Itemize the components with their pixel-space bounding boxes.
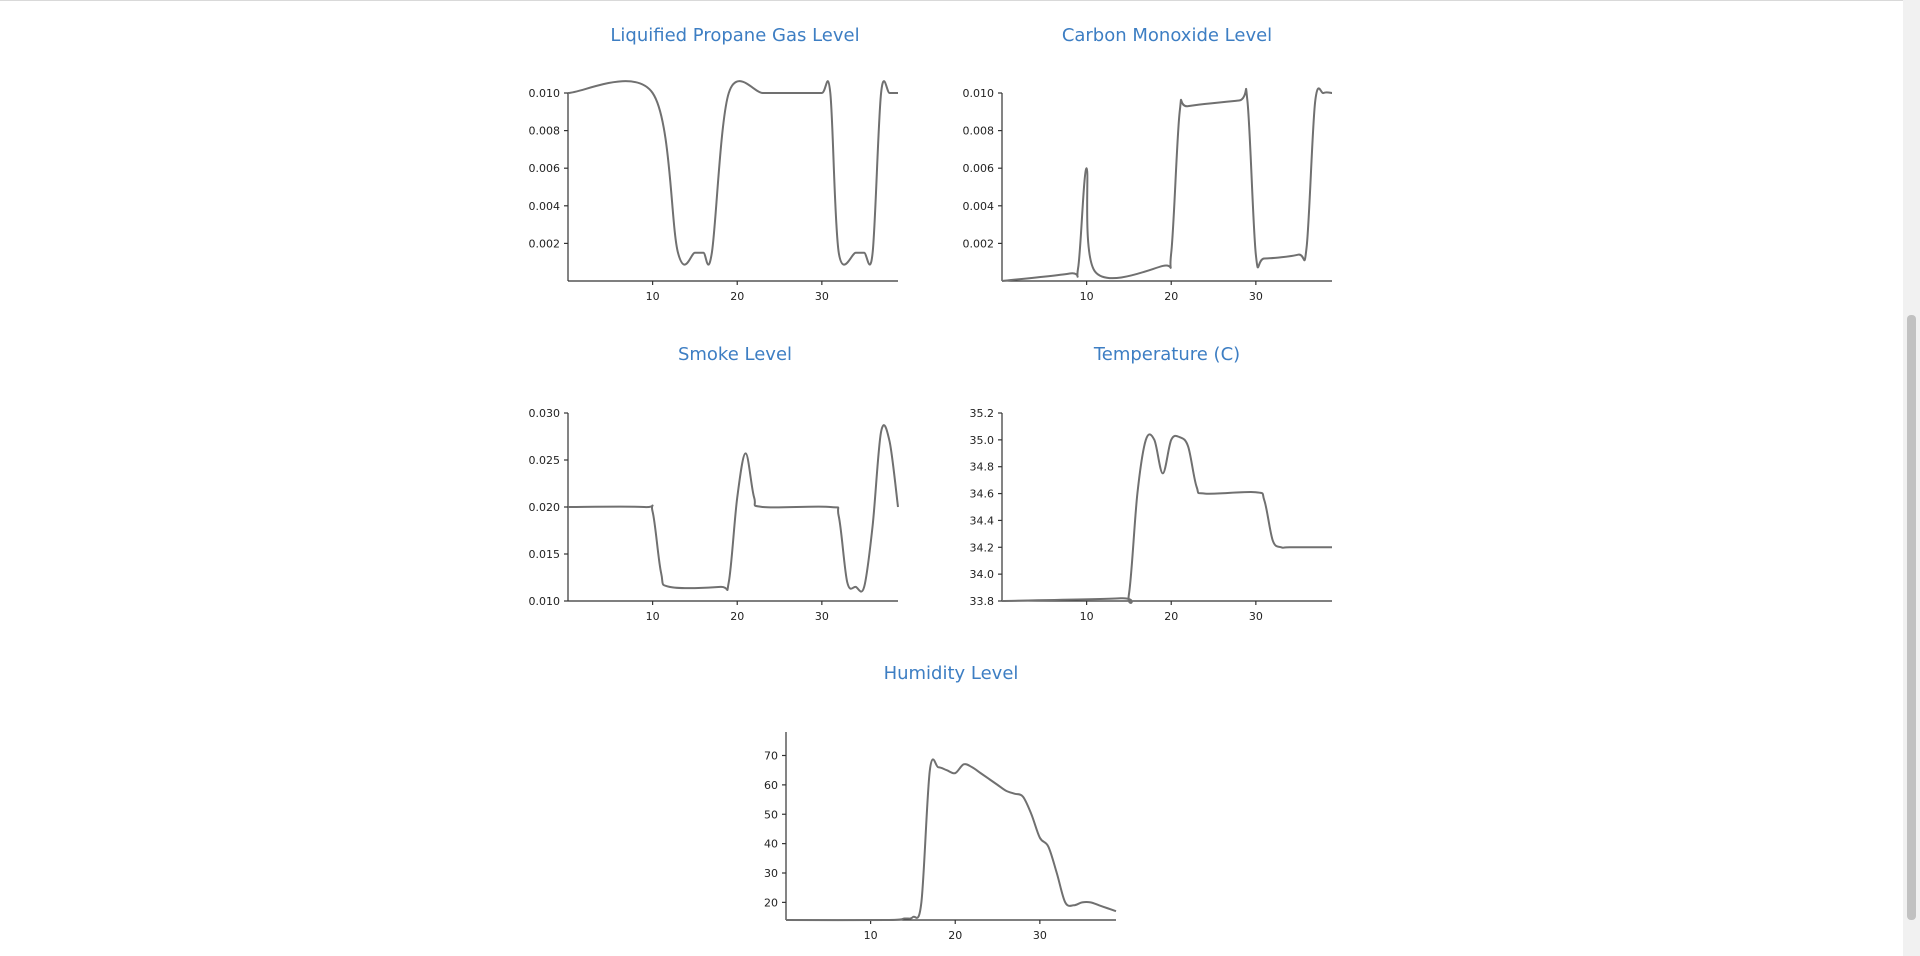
temperature-x-tick-label: 30: [1249, 610, 1263, 623]
chart-panel-co: Carbon Monoxide Level 10 20 30 0.002 0.004 0.…: [957, 12, 1377, 312]
co-y-tick-label: 0.004: [963, 200, 995, 213]
lpg-y-tick-label: 0.010: [529, 87, 561, 100]
temperature-y-tick-label: 34.4: [970, 514, 995, 527]
temperature-y-tick-label: 33.8: [970, 595, 995, 608]
lpg-series-line: [567, 80, 898, 266]
chart-panel-lpg: Liquified Propane Gas Level 10 20 30 0.002 0…: [525, 12, 945, 312]
chart-svg-co: 10 20 30 0.002 0.004 0.006 0.008 0.010: [963, 87, 1333, 303]
smoke-y-tick-label: 0.010: [529, 595, 561, 608]
smoke-x-tick-label: 10: [646, 610, 660, 623]
lpg-y-tick-label: 0.008: [529, 125, 561, 138]
temperature-y-tick-label: 34.6: [970, 488, 995, 501]
co-y-tick-label: 0.008: [963, 125, 995, 138]
chart-svg-lpg: 10 20 30 0.002 0.004 0.006 0.008 0.010: [529, 80, 898, 303]
chart-svg-smoke: 10 20 30 0.010 0.015 0.020 0.025 0.030: [529, 407, 899, 623]
smoke-y-tick-label: 0.030: [529, 407, 561, 420]
humidity-series-line: [785, 758, 1117, 922]
humidity-x-tick-label: 30: [1033, 929, 1047, 942]
temperature-series-line: [1001, 433, 1332, 604]
chart-panel-smoke: Smoke Level 10 20 30 0.010 0.015 0.020 0.025 0.…: [525, 331, 945, 631]
scrollbar-thumb[interactable]: [1907, 315, 1916, 920]
temperature-y-tick-label: 35.0: [970, 434, 995, 447]
chart-title-smoke: Smoke Level: [677, 344, 793, 365]
smoke-series-line: [567, 424, 899, 593]
humidity-x-tick-label: 10: [864, 929, 878, 942]
lpg-x-tick-label: 30: [815, 290, 829, 303]
co-y-tick-label: 0.002: [963, 237, 995, 250]
chart-panel-temperature: Temperature (C) 10 20 30 33.8 34.0 34.2 34.4 34…: [957, 331, 1377, 631]
chart-svg-temperature: 10 20 30 33.8 34.0 34.2 34.4 34.6 34.8 35.0 35.2: [970, 407, 1332, 623]
co-x-tick-label: 10: [1080, 290, 1094, 303]
smoke-x-tick-label: 30: [815, 610, 829, 623]
co-x-tick-label: 20: [1164, 290, 1178, 303]
top-border: [0, 0, 1903, 1]
co-y-tick-label: 0.006: [963, 162, 995, 175]
temperature-y-tick-label: 35.2: [970, 407, 995, 420]
humidity-y-tick-label: 20: [764, 896, 778, 909]
humidity-y-tick-label: 70: [764, 750, 778, 763]
co-series-line: [1001, 87, 1333, 282]
humidity-y-tick-label: 30: [764, 867, 778, 880]
temperature-y-tick-label: 34.0: [970, 568, 995, 581]
humidity-y-tick-label: 60: [764, 779, 778, 792]
chart-panel-humidity: Humidity Level 10 20 30 20 30 40 50 60 70: [741, 650, 1161, 950]
smoke-y-tick-label: 0.020: [529, 501, 561, 514]
vertical-scrollbar[interactable]: [1903, 0, 1920, 956]
humidity-x-tick-label: 20: [948, 929, 962, 942]
co-x-tick-label: 30: [1249, 290, 1263, 303]
smoke-y-tick-label: 0.025: [529, 454, 561, 467]
temperature-y-tick-label: 34.2: [970, 541, 995, 554]
smoke-y-tick-label: 0.015: [529, 548, 561, 561]
temperature-x-tick-label: 20: [1164, 610, 1178, 623]
chart-title-lpg: Liquified Propane Gas Level: [610, 25, 860, 46]
chart-title-humidity: Humidity Level: [883, 663, 1019, 684]
lpg-x-tick-label: 10: [646, 290, 660, 303]
chart-title-co: Carbon Monoxide Level: [1061, 25, 1273, 46]
temperature-y-tick-label: 34.8: [970, 461, 995, 474]
chart-title-temperature: Temperature (C): [1093, 344, 1241, 365]
lpg-y-tick-label: 0.004: [529, 200, 561, 213]
lpg-y-tick-label: 0.006: [529, 162, 561, 175]
lpg-y-tick-label: 0.002: [529, 237, 561, 250]
co-y-tick-label: 0.010: [963, 87, 995, 100]
lpg-x-tick-label: 20: [730, 290, 744, 303]
temperature-x-tick-label: 10: [1080, 610, 1094, 623]
humidity-y-tick-label: 40: [764, 838, 778, 851]
chart-svg-humidity: 10 20 30 20 30 40 50 60 70: [764, 732, 1117, 942]
humidity-y-tick-label: 50: [764, 808, 778, 821]
smoke-x-tick-label: 20: [730, 610, 744, 623]
